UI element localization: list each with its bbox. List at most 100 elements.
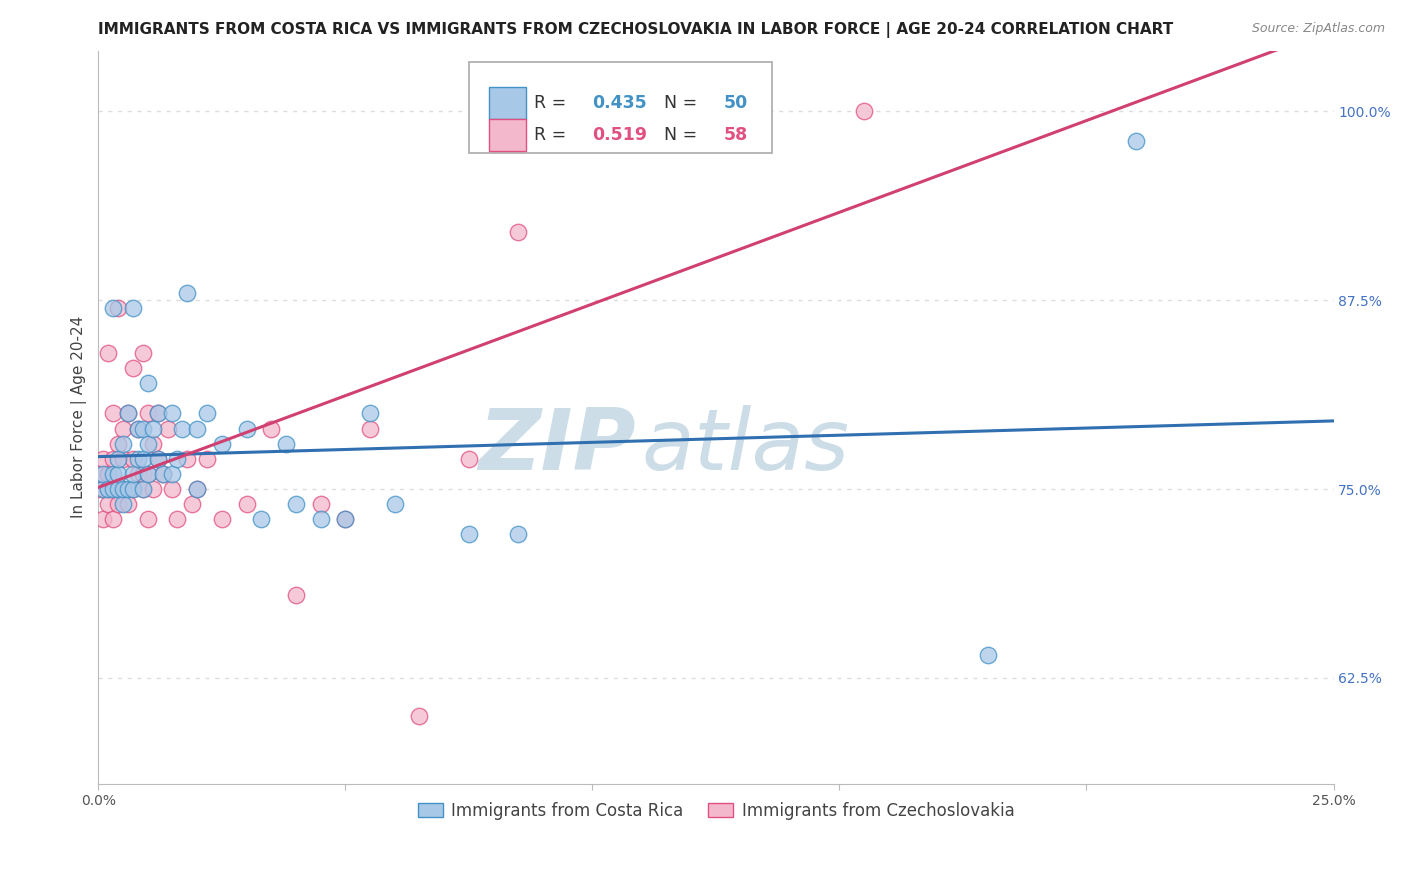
Point <box>408 708 430 723</box>
Text: R =: R = <box>534 126 572 144</box>
Point <box>91 482 114 496</box>
Point <box>359 406 381 420</box>
Point <box>122 467 145 481</box>
Point <box>142 421 165 435</box>
Point <box>136 512 159 526</box>
Point <box>176 451 198 466</box>
Point <box>976 648 998 663</box>
Point <box>136 436 159 450</box>
Point <box>285 588 308 602</box>
Y-axis label: In Labor Force | Age 20-24: In Labor Force | Age 20-24 <box>72 316 87 518</box>
Point <box>107 451 129 466</box>
Point <box>162 406 184 420</box>
Point <box>384 497 406 511</box>
Point <box>146 451 169 466</box>
Point <box>162 467 184 481</box>
Point <box>853 104 876 119</box>
Point <box>176 285 198 300</box>
Point <box>146 451 169 466</box>
Point <box>1125 134 1147 148</box>
Point <box>112 482 135 496</box>
Point <box>142 436 165 450</box>
Text: Source: ZipAtlas.com: Source: ZipAtlas.com <box>1251 22 1385 36</box>
Point <box>274 436 297 450</box>
Point <box>132 467 155 481</box>
Point <box>250 512 273 526</box>
Point <box>335 512 357 526</box>
Point <box>195 451 218 466</box>
Text: IMMIGRANTS FROM COSTA RICA VS IMMIGRANTS FROM CZECHOSLOVAKIA IN LABOR FORCE | AG: IMMIGRANTS FROM COSTA RICA VS IMMIGRANTS… <box>98 22 1174 38</box>
Point <box>166 512 188 526</box>
Text: atlas: atlas <box>641 405 849 488</box>
Point <box>91 482 114 496</box>
Point <box>309 497 332 511</box>
Point <box>117 497 139 511</box>
Point <box>107 497 129 511</box>
Point <box>101 451 124 466</box>
Point <box>97 497 120 511</box>
Point <box>101 482 124 496</box>
Point <box>97 482 120 496</box>
Point <box>112 451 135 466</box>
Point <box>136 376 159 391</box>
Point <box>132 451 155 466</box>
Point <box>112 482 135 496</box>
Point <box>127 451 149 466</box>
Text: R =: R = <box>534 95 572 112</box>
FancyBboxPatch shape <box>489 87 526 120</box>
Point <box>127 421 149 435</box>
Point <box>146 406 169 420</box>
Text: N =: N = <box>664 95 703 112</box>
Point <box>132 346 155 360</box>
Text: 50: 50 <box>723 95 748 112</box>
Point <box>112 497 135 511</box>
Point <box>156 421 179 435</box>
Point <box>101 482 124 496</box>
Point <box>122 301 145 315</box>
Point <box>172 421 194 435</box>
Point <box>107 467 129 481</box>
Point <box>211 436 233 450</box>
Point <box>557 134 579 148</box>
Point <box>186 482 208 496</box>
Point <box>142 482 165 496</box>
Point <box>508 225 530 239</box>
Point <box>107 301 129 315</box>
Point <box>211 512 233 526</box>
Point <box>107 436 129 450</box>
Point <box>132 482 155 496</box>
Point <box>195 406 218 420</box>
Text: 0.435: 0.435 <box>592 95 647 112</box>
Point <box>127 421 149 435</box>
Point <box>107 482 129 496</box>
Point <box>359 421 381 435</box>
Point <box>309 512 332 526</box>
Text: N =: N = <box>664 126 703 144</box>
Point <box>152 467 174 481</box>
Text: 0.519: 0.519 <box>592 126 647 144</box>
Point <box>101 512 124 526</box>
Point <box>132 421 155 435</box>
Point <box>127 467 149 481</box>
FancyBboxPatch shape <box>489 119 526 151</box>
Point <box>136 467 159 481</box>
Point <box>235 497 257 511</box>
Point <box>335 512 357 526</box>
Point <box>122 451 145 466</box>
Point <box>87 482 110 496</box>
Point <box>107 482 129 496</box>
Point <box>87 467 110 481</box>
Point <box>186 421 208 435</box>
Point <box>235 421 257 435</box>
FancyBboxPatch shape <box>468 62 772 153</box>
Point <box>91 451 114 466</box>
Point <box>186 482 208 496</box>
Point <box>122 482 145 496</box>
Point <box>152 467 174 481</box>
Point <box>166 451 188 466</box>
Point <box>132 482 155 496</box>
Point <box>681 134 703 148</box>
Point <box>146 406 169 420</box>
Point <box>457 527 479 541</box>
Text: ZIP: ZIP <box>478 405 636 488</box>
